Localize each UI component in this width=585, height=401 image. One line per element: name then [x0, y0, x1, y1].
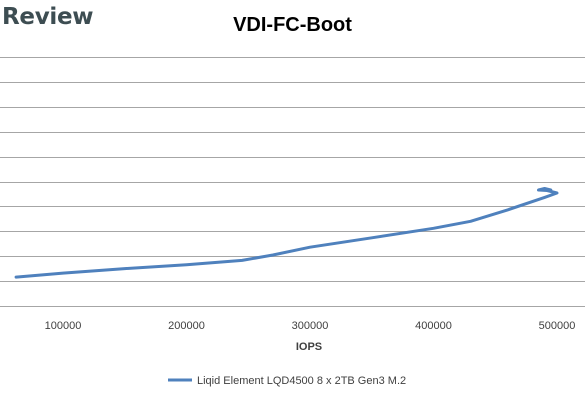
brand-logo-text: Review: [2, 4, 94, 30]
x-axis-title: IOPS: [296, 341, 322, 353]
legend-label: Liqid Element LQD4500 8 x 2TB Gen3 M.2: [197, 375, 406, 387]
series-line: [14, 187, 559, 279]
x-tick-label: 100000: [45, 320, 82, 332]
x-tick-label: 300000: [292, 320, 329, 332]
x-tick-label: 200000: [168, 320, 205, 332]
x-tick-label: 500000: [539, 320, 576, 332]
chart-title: VDI-FC-Boot: [233, 14, 352, 36]
x-tick-label: 400000: [415, 320, 452, 332]
